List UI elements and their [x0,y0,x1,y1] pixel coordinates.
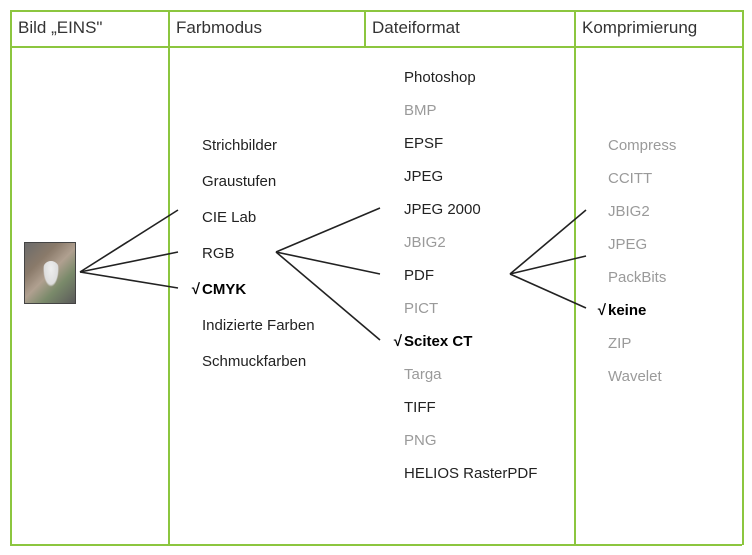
column-header-mode: Farbmodus [168,10,364,46]
format-option-label: PNG [404,432,437,449]
check-icon: √ [592,303,606,318]
mode-option: Indizierte Farben [186,318,315,333]
connector-line [276,208,380,252]
compress-option: JPEG [592,237,647,252]
mode-option-label: Strichbilder [202,137,277,154]
mode-option-label: CMYK [202,281,246,298]
connector-line [276,252,380,274]
format-option-label: BMP [404,102,437,119]
format-option: EPSF [388,136,443,151]
mode-option: Strichbilder [186,138,277,153]
compress-option: JBIG2 [592,204,650,219]
column-header-format: Dateiformat [364,10,574,46]
format-option: HELIOS RasterPDF [388,466,537,481]
mode-option: Graustufen [186,174,276,189]
format-option-label: EPSF [404,135,443,152]
format-option: Targa [388,367,442,382]
compress-option: CCITT [592,171,652,186]
format-option: √Scitex CT [388,334,472,349]
connector-line [80,272,178,288]
format-option: PNG [388,433,437,448]
column-header-image: Bild „EINS" [10,10,168,46]
compress-option: Wavelet [592,369,662,384]
mode-option: √CMYK [186,282,246,297]
compress-option-label: JPEG [608,236,647,253]
format-option-label: JPEG 2000 [404,201,481,218]
format-option-label: PDF [404,267,434,284]
format-option-label: Scitex CT [404,333,472,350]
mode-option-label: Schmuckfarben [202,353,306,370]
grid-line [10,544,742,546]
grid-line [10,46,742,48]
mode-option: Schmuckfarben [186,354,306,369]
compress-option-label: Compress [608,137,676,154]
compress-option: ZIP [592,336,631,351]
mode-option-label: Graustufen [202,173,276,190]
grid-line [168,10,170,545]
compress-option: PackBits [592,270,666,285]
compress-option-label: CCITT [608,170,652,187]
format-option-label: JPEG [404,168,443,185]
format-option-label: HELIOS RasterPDF [404,465,537,482]
mode-option-label: Indizierte Farben [202,317,315,334]
check-icon: √ [388,334,402,349]
compress-option-label: keine [608,302,646,319]
format-option: Photoshop [388,70,476,85]
format-option: BMP [388,103,437,118]
mode-option-label: CIE Lab [202,209,256,226]
compress-option: Compress [592,138,676,153]
format-option-label: PICT [404,300,438,317]
image-thumbnail [24,242,76,304]
mode-option: RGB [186,246,235,261]
compress-option-label: JBIG2 [608,203,650,220]
options-diagram: Bild „EINS"FarbmodusDateiformatKomprimie… [10,10,742,545]
format-option-label: JBIG2 [404,234,446,251]
compress-option-label: PackBits [608,269,666,286]
grid-line [574,10,576,545]
format-option-label: TIFF [404,399,436,416]
format-option: JPEG [388,169,443,184]
mode-option: CIE Lab [186,210,256,225]
format-option: JBIG2 [388,235,446,250]
format-option: JPEG 2000 [388,202,481,217]
format-option: PDF [388,268,434,283]
column-header-compress: Komprimierung [574,10,742,46]
format-option: TIFF [388,400,436,415]
format-option-label: Targa [404,366,442,383]
compress-option: √keine [592,303,646,318]
format-option-label: Photoshop [404,69,476,86]
grid-line [10,10,12,545]
check-icon: √ [186,282,200,297]
compress-option-label: Wavelet [608,368,662,385]
grid-line [742,10,744,545]
format-option: PICT [388,301,438,316]
connector-line [80,252,178,272]
mode-option-label: RGB [202,245,235,262]
compress-option-label: ZIP [608,335,631,352]
connector-line [80,210,178,272]
